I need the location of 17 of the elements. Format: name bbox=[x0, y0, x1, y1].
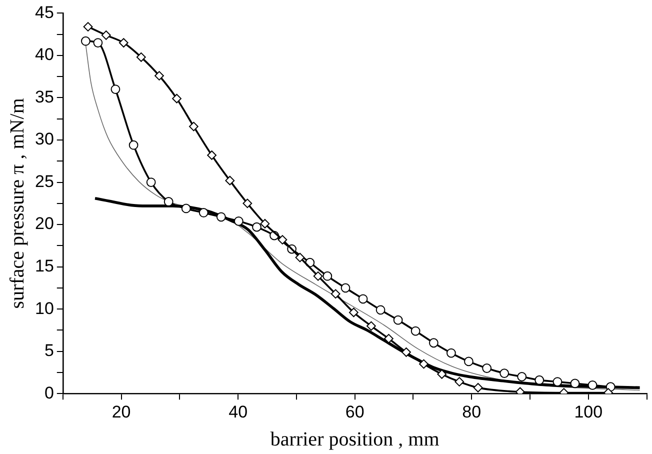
y-tick-label: 10 bbox=[34, 298, 54, 318]
y-tick-label: 5 bbox=[44, 341, 54, 360]
y-tick-label: 20 bbox=[34, 214, 54, 234]
x-tick-label: 100 bbox=[574, 402, 603, 422]
x-tick-label: 40 bbox=[228, 402, 248, 422]
x-tick-label: 20 bbox=[112, 402, 131, 422]
y-tick-label: 25 bbox=[34, 172, 54, 191]
y-tick-label: 40 bbox=[34, 45, 54, 64]
y-tick-label: 45 bbox=[34, 2, 54, 22]
x-axis-title: barrier position , mm bbox=[270, 428, 440, 450]
x-tick-label: 60 bbox=[345, 402, 364, 422]
y-tick-label: 30 bbox=[34, 130, 54, 149]
y-tick-label: 35 bbox=[34, 87, 54, 106]
y-tick-label: 15 bbox=[34, 256, 54, 276]
x-tick-label: 80 bbox=[462, 402, 482, 422]
y-axis-title: surface pressure π , mN/m bbox=[6, 98, 28, 309]
y-tick-label: 0 bbox=[44, 383, 54, 402]
